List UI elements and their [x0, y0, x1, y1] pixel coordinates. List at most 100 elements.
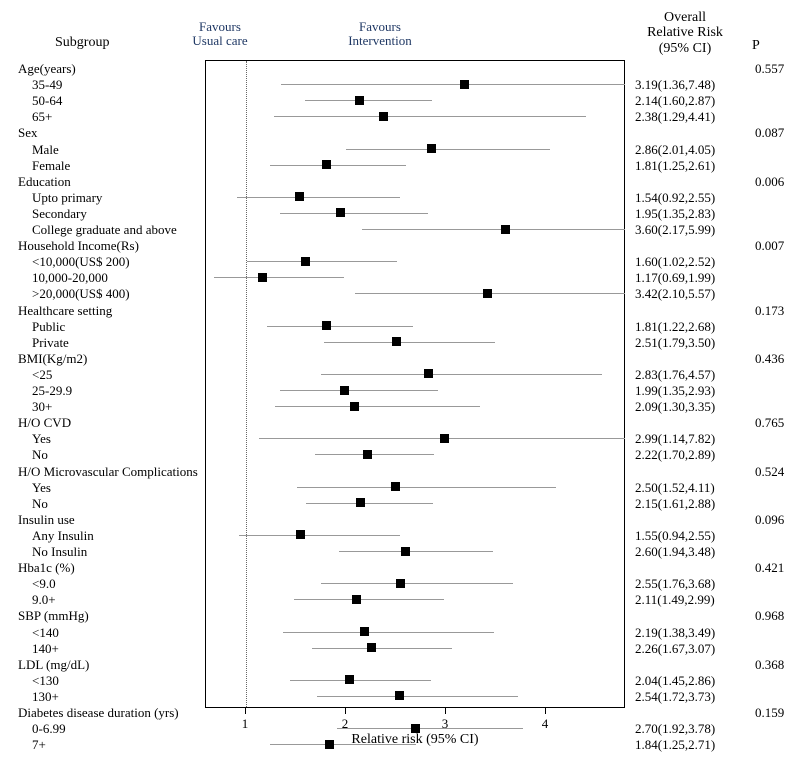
plot-area: [205, 60, 625, 708]
group-label: SBP (mmHg): [18, 608, 89, 624]
rr-ci-text: 2.55(1.76,3.68): [635, 576, 715, 592]
ci-line: [283, 632, 494, 633]
item-label: Upto primary: [32, 190, 102, 206]
rr-ci-text: 2.14(1.60,2.87): [635, 93, 715, 109]
group-label: BMI(Kg/m2): [18, 351, 87, 367]
rr-ci-text: 3.42(2.10,5.57): [635, 286, 715, 302]
point-marker: [356, 498, 365, 507]
rr-ci-text: 2.09(1.30,3.35): [635, 399, 715, 415]
group-label: Diabetes disease duration (yrs): [18, 705, 179, 721]
p-value: 0.765: [755, 415, 784, 431]
item-label: 10,000-20,000: [32, 270, 108, 286]
item-label: <10,000(US$ 200): [32, 254, 130, 270]
rr-ci-text: 2.54(1.72,3.73): [635, 689, 715, 705]
p-value: 0.524: [755, 464, 784, 480]
x-tick-label: 4: [542, 716, 549, 732]
item-label: Secondary: [32, 206, 87, 222]
ci-line: [317, 696, 518, 697]
item-label: 25-29.9: [32, 383, 72, 399]
rr-ci-text: 2.83(1.76,4.57): [635, 367, 715, 383]
rr-ci-text: 1.60(1.02,2.52): [635, 254, 715, 270]
point-marker: [427, 144, 436, 153]
group-label: H/O Microvascular Complications: [18, 464, 198, 480]
ci-line: [324, 342, 495, 343]
rr-ci-text: 1.55(0.94,2.55): [635, 528, 715, 544]
rr-ci-text: 1.17(0.69,1.99): [635, 270, 715, 286]
point-marker: [350, 402, 359, 411]
item-label: 30+: [32, 399, 52, 415]
rr-ci-text: 2.15(1.61,2.88): [635, 496, 715, 512]
p-value: 0.087: [755, 125, 784, 141]
point-marker: [363, 450, 372, 459]
item-label: 35-49: [32, 77, 62, 93]
ci-line: [280, 390, 438, 391]
point-marker: [483, 289, 492, 298]
point-marker: [396, 579, 405, 588]
x-tick-label: 2: [342, 716, 349, 732]
item-label: Public: [32, 319, 65, 335]
ci-line: [290, 680, 431, 681]
rr-ci-text: 2.50(1.52,4.11): [635, 480, 715, 496]
ci-line: [297, 487, 556, 488]
rr-ci-text: 2.22(1.70,2.89): [635, 447, 715, 463]
point-marker: [322, 321, 331, 330]
p-value: 0.007: [755, 238, 784, 254]
item-label: <130: [32, 673, 59, 689]
item-label: No Insulin: [32, 544, 87, 560]
point-marker: [501, 225, 510, 234]
rr-ci-text: 1.95(1.35,2.83): [635, 206, 715, 222]
header-favours-usualcare: FavoursUsual care: [180, 20, 260, 49]
point-marker: [355, 96, 364, 105]
group-label: Education: [18, 174, 71, 190]
group-label: Hba1c (%): [18, 560, 75, 576]
p-value: 0.006: [755, 174, 784, 190]
rr-ci-text: 1.81(1.22,2.68): [635, 319, 715, 335]
rr-ci-text: 2.04(1.45,2.86): [635, 673, 715, 689]
x-tick: [545, 708, 546, 714]
p-value: 0.436: [755, 351, 784, 367]
rr-ci-text: 2.60(1.94,3.48): [635, 544, 715, 560]
x-axis-title: Relative risk (95% CI): [351, 732, 478, 748]
p-value: 0.096: [755, 512, 784, 528]
x-tick: [345, 708, 346, 714]
point-marker: [340, 386, 349, 395]
item-label: <9.0: [32, 576, 56, 592]
point-marker: [345, 675, 354, 684]
point-marker: [395, 691, 404, 700]
point-marker: [325, 740, 334, 749]
p-value: 0.421: [755, 560, 784, 576]
ci-line: [346, 149, 550, 150]
p-value: 0.557: [755, 61, 784, 77]
rr-ci-text: 1.81(1.25,2.61): [635, 158, 715, 174]
p-value: 0.173: [755, 303, 784, 319]
ci-line: [270, 165, 406, 166]
item-label: 0-6.99: [32, 721, 66, 737]
point-marker: [392, 337, 401, 346]
ci-line: [315, 454, 434, 455]
group-label: LDL (mg/dL): [18, 657, 89, 673]
group-label: Age(years): [18, 61, 76, 77]
ci-line: [281, 84, 625, 85]
point-marker: [401, 547, 410, 556]
ci-line: [270, 744, 416, 745]
point-marker: [360, 627, 369, 636]
item-label: 7+: [32, 737, 46, 753]
item-label: Male: [32, 142, 59, 158]
item-label: 130+: [32, 689, 59, 705]
ci-line: [275, 406, 480, 407]
point-marker: [424, 369, 433, 378]
ci-line: [306, 503, 433, 504]
x-tick-label: 1: [242, 716, 249, 732]
group-label: H/O CVD: [18, 415, 71, 431]
item-label: Female: [32, 158, 70, 174]
group-label: Healthcare setting: [18, 303, 112, 319]
point-marker: [296, 530, 305, 539]
ci-line: [239, 535, 400, 536]
item-label: 50-64: [32, 93, 62, 109]
header-overall-rr: OverallRelative Risk(95% CI): [630, 10, 740, 56]
item-label: <25: [32, 367, 52, 383]
rr-ci-text: 3.60(2.17,5.99): [635, 222, 715, 238]
point-marker: [411, 724, 420, 733]
p-value: 0.968: [755, 608, 784, 624]
item-label: 9.0+: [32, 592, 56, 608]
